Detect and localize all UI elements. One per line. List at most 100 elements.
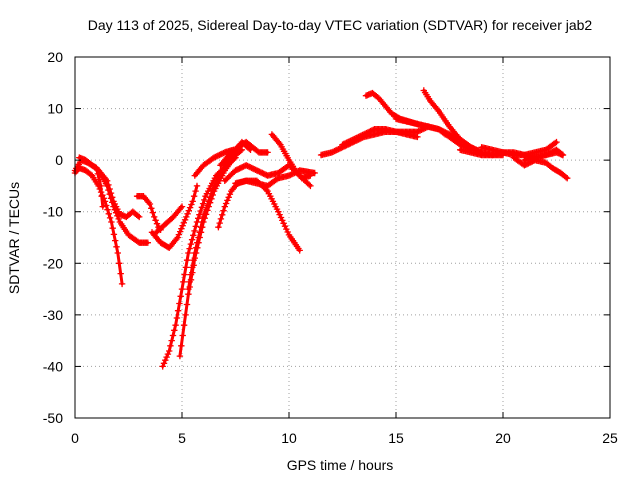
- data-point: [195, 215, 202, 222]
- data-point: [116, 260, 123, 267]
- data-point: [146, 200, 154, 208]
- data-point: [198, 204, 206, 211]
- data-point: [184, 210, 191, 217]
- data-point: [199, 200, 207, 207]
- data-point: [275, 208, 282, 215]
- data-point: [173, 314, 181, 322]
- data-point: [109, 225, 116, 232]
- data-point: [191, 249, 198, 257]
- data-point: [186, 278, 193, 286]
- data-point: [197, 224, 205, 231]
- data-point: [134, 212, 142, 219]
- data-point: [99, 203, 106, 210]
- data-point: [208, 190, 215, 197]
- data-point: [178, 285, 186, 293]
- data-point: [174, 234, 181, 241]
- data-point: [110, 231, 118, 238]
- data-point: [176, 300, 183, 307]
- data-point: [163, 353, 170, 361]
- data-point: [105, 181, 112, 189]
- series-arc-06: [148, 182, 201, 251]
- y-tick-label: 10: [47, 101, 63, 117]
- data-point: [151, 213, 158, 221]
- data-point: [103, 177, 111, 184]
- data-point: [185, 207, 192, 214]
- data-point: [195, 234, 202, 241]
- series-arc-10: [185, 138, 254, 293]
- data-point: [149, 209, 156, 216]
- series-arc-13: [217, 138, 271, 169]
- data-point: [187, 240, 195, 248]
- data-point: [179, 332, 186, 339]
- data-point: [192, 187, 199, 195]
- series-arc-04: [93, 164, 143, 221]
- data-point: [177, 228, 184, 235]
- y-tick-labels: -50 -40 -30 -20 -10 0 10 20: [43, 49, 63, 426]
- data-point: [169, 332, 177, 339]
- data-point: [264, 149, 271, 156]
- data-point: [177, 204, 184, 212]
- data-point: [113, 243, 120, 250]
- data-point: [179, 222, 186, 229]
- data-point: [564, 175, 571, 182]
- data-point: [217, 215, 225, 223]
- data-point: [167, 342, 174, 349]
- data-point: [160, 360, 168, 367]
- data-point: [307, 182, 314, 190]
- ticks: [74, 56, 611, 419]
- data-point: [190, 257, 197, 264]
- data-point: [106, 214, 114, 222]
- data-point: [104, 206, 111, 213]
- data-point: [197, 207, 204, 215]
- x-tick-label: 20: [495, 430, 511, 446]
- data-point: [201, 209, 208, 217]
- data-point: [97, 188, 105, 196]
- data-point: [178, 203, 186, 210]
- data-point: [153, 220, 161, 227]
- x-tick-label: 0: [71, 430, 79, 446]
- data-point: [277, 214, 285, 221]
- data-point: [105, 210, 112, 217]
- data-point: [180, 219, 187, 226]
- data-point: [178, 342, 185, 349]
- data-point: [136, 213, 143, 221]
- x-axis-label: GPS time / hours: [287, 457, 394, 473]
- y-axis-label: SDTVAR / TECUs: [6, 182, 22, 294]
- data-point: [209, 186, 216, 193]
- data-point: [204, 202, 211, 209]
- data-point: [174, 307, 182, 314]
- series-arc-26: [521, 149, 567, 164]
- data-point: [115, 215, 122, 223]
- data-point: [216, 219, 223, 227]
- data-point: [284, 228, 291, 236]
- data-point: [552, 139, 559, 147]
- series-line: [422, 89, 484, 154]
- data-point: [183, 301, 191, 308]
- series-arc-08: [159, 154, 239, 370]
- data-point: [199, 218, 206, 226]
- x-tick-label: 25: [602, 430, 618, 446]
- data-point: [221, 203, 228, 210]
- data-point: [201, 196, 208, 204]
- x-tick-label: 5: [178, 430, 186, 446]
- data-point: [180, 278, 187, 286]
- data-point: [96, 185, 103, 193]
- data-point: [109, 194, 116, 201]
- data-point: [196, 229, 203, 236]
- y-tick-label: 0: [55, 152, 63, 168]
- data-point: [181, 216, 189, 223]
- data-point: [103, 202, 110, 209]
- data-point: [99, 192, 106, 199]
- series-arc-12: [215, 177, 303, 254]
- data-point: [181, 271, 188, 278]
- data-point: [280, 220, 287, 227]
- data-point: [159, 363, 166, 370]
- data-point: [307, 172, 314, 179]
- data-point: [182, 264, 190, 271]
- data-point: [191, 227, 198, 235]
- data-point: [276, 211, 283, 218]
- y-tick-label: -20: [43, 255, 63, 271]
- data-point: [114, 249, 121, 257]
- data-point: [562, 174, 570, 181]
